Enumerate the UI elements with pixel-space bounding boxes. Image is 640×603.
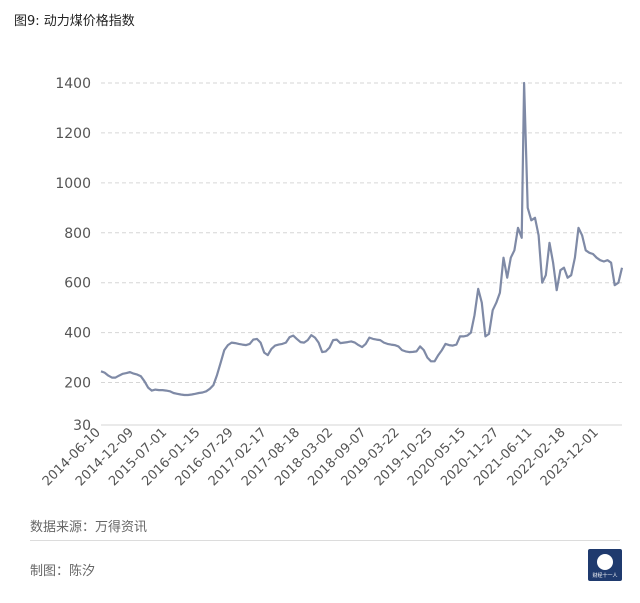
series-line [100,81,624,397]
grid-lines [101,82,622,426]
chart-author: 制图：陈汐 [30,564,96,579]
x-axis-ticks: 2014-06-102014-12-092015-07-012016-01-15… [40,425,602,489]
y-axis-ticks: 30 200 400 600 800 1000 1200 1400 [55,76,91,434]
y-tick-label: 800 [64,226,91,242]
y-tick-label: 1000 [55,176,91,192]
chart-title: 图9: 动力煤价格指数 [14,14,135,29]
y-tick-label: 1200 [55,126,91,142]
data-source: 数据来源：万得资讯 [30,520,148,535]
y-tick-label: 600 [64,276,91,292]
y-tick-label: 400 [64,326,91,342]
y-tick-label: 200 [64,376,91,392]
logo-text: 财经十一人 [592,573,618,579]
y-tick-label: 1400 [55,76,91,92]
globe-icon [597,554,613,570]
brand-logo: 财经十一人 [588,549,622,581]
y-tick-label: 30 [73,418,91,434]
divider [30,540,620,541]
